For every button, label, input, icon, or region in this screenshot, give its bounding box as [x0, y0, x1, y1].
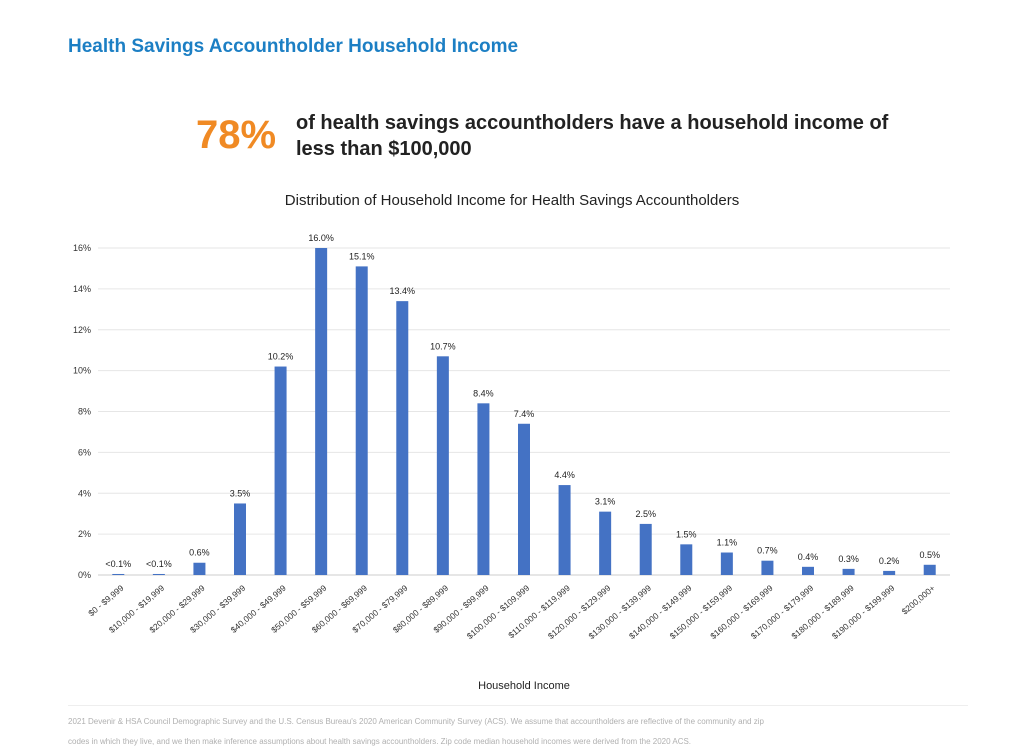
bar — [193, 562, 206, 575]
bar — [558, 485, 571, 575]
data-label: 0.5% — [919, 550, 940, 560]
bar — [923, 564, 936, 575]
data-label: 0.7% — [757, 546, 778, 556]
y-tick-label: 10% — [73, 366, 91, 376]
footnote-line: codes in which they live, and we then ma… — [68, 737, 692, 746]
bar — [802, 566, 814, 575]
bar — [599, 511, 612, 575]
footnote-line: 2021 Devenir & HSA Council Demographic S… — [68, 717, 764, 726]
bar — [274, 366, 287, 575]
y-tick-label: 0% — [78, 570, 91, 580]
x-axis-title: Household Income — [478, 680, 570, 692]
bar — [518, 423, 530, 575]
bar — [152, 573, 165, 575]
data-label: 8.4% — [473, 388, 494, 398]
y-tick-label: 2% — [78, 529, 91, 539]
bar — [761, 560, 774, 575]
data-label: 7.4% — [514, 409, 535, 419]
bar — [680, 544, 693, 575]
data-label: 3.1% — [595, 497, 616, 507]
highlight-percent: 78% — [196, 113, 277, 157]
data-label: 0.2% — [879, 556, 900, 566]
data-label: 3.5% — [230, 488, 251, 498]
footnote: 2021 Devenir & HSA Council Demographic S… — [68, 712, 968, 752]
data-label: 0.3% — [838, 554, 859, 564]
data-label: 13.4% — [390, 286, 416, 296]
x-tick-label: $200,000+ — [900, 583, 937, 617]
bar — [355, 266, 368, 575]
bar — [842, 568, 855, 575]
chart-title: Distribution of Household Income for Hea… — [284, 192, 740, 209]
data-label: <0.1% — [146, 559, 172, 569]
bar — [315, 248, 328, 575]
page-title: Health Savings Accountholder Household I… — [68, 36, 519, 57]
data-label: 15.1% — [349, 251, 375, 261]
bar — [639, 523, 652, 575]
y-tick-label: 12% — [73, 325, 91, 335]
data-label: 2.5% — [635, 509, 656, 519]
bar — [720, 552, 733, 575]
x-tick-label: $0 - $9,999 — [86, 583, 126, 618]
data-label: 16.0% — [308, 233, 334, 243]
data-label: 0.6% — [189, 548, 210, 558]
footnote-divider — [68, 705, 968, 706]
y-tick-label: 4% — [78, 488, 91, 498]
bar — [112, 573, 125, 575]
y-tick-label: 16% — [73, 243, 91, 253]
data-label: 1.1% — [717, 538, 738, 548]
data-label: 1.5% — [676, 529, 697, 539]
bar — [883, 570, 896, 575]
data-label: <0.1% — [105, 559, 131, 569]
bar — [477, 403, 490, 575]
data-label: 0.4% — [798, 552, 819, 562]
highlight-text: of health savings accountholders have a … — [296, 112, 889, 160]
bar — [436, 356, 449, 575]
bar-chart: 0% 2% 4% 6% 8% 10% 12% 14% 16% <0.1% $0 - $9,999 <0… — [73, 233, 950, 692]
data-label: 10.7% — [430, 341, 456, 351]
y-tick-label: 8% — [78, 407, 91, 417]
y-tick-label: 14% — [73, 284, 91, 294]
data-label: 10.2% — [268, 352, 294, 362]
y-tick-label: 6% — [78, 447, 91, 457]
bar — [234, 503, 246, 575]
bar — [396, 301, 409, 575]
data-label: 4.4% — [554, 470, 575, 480]
